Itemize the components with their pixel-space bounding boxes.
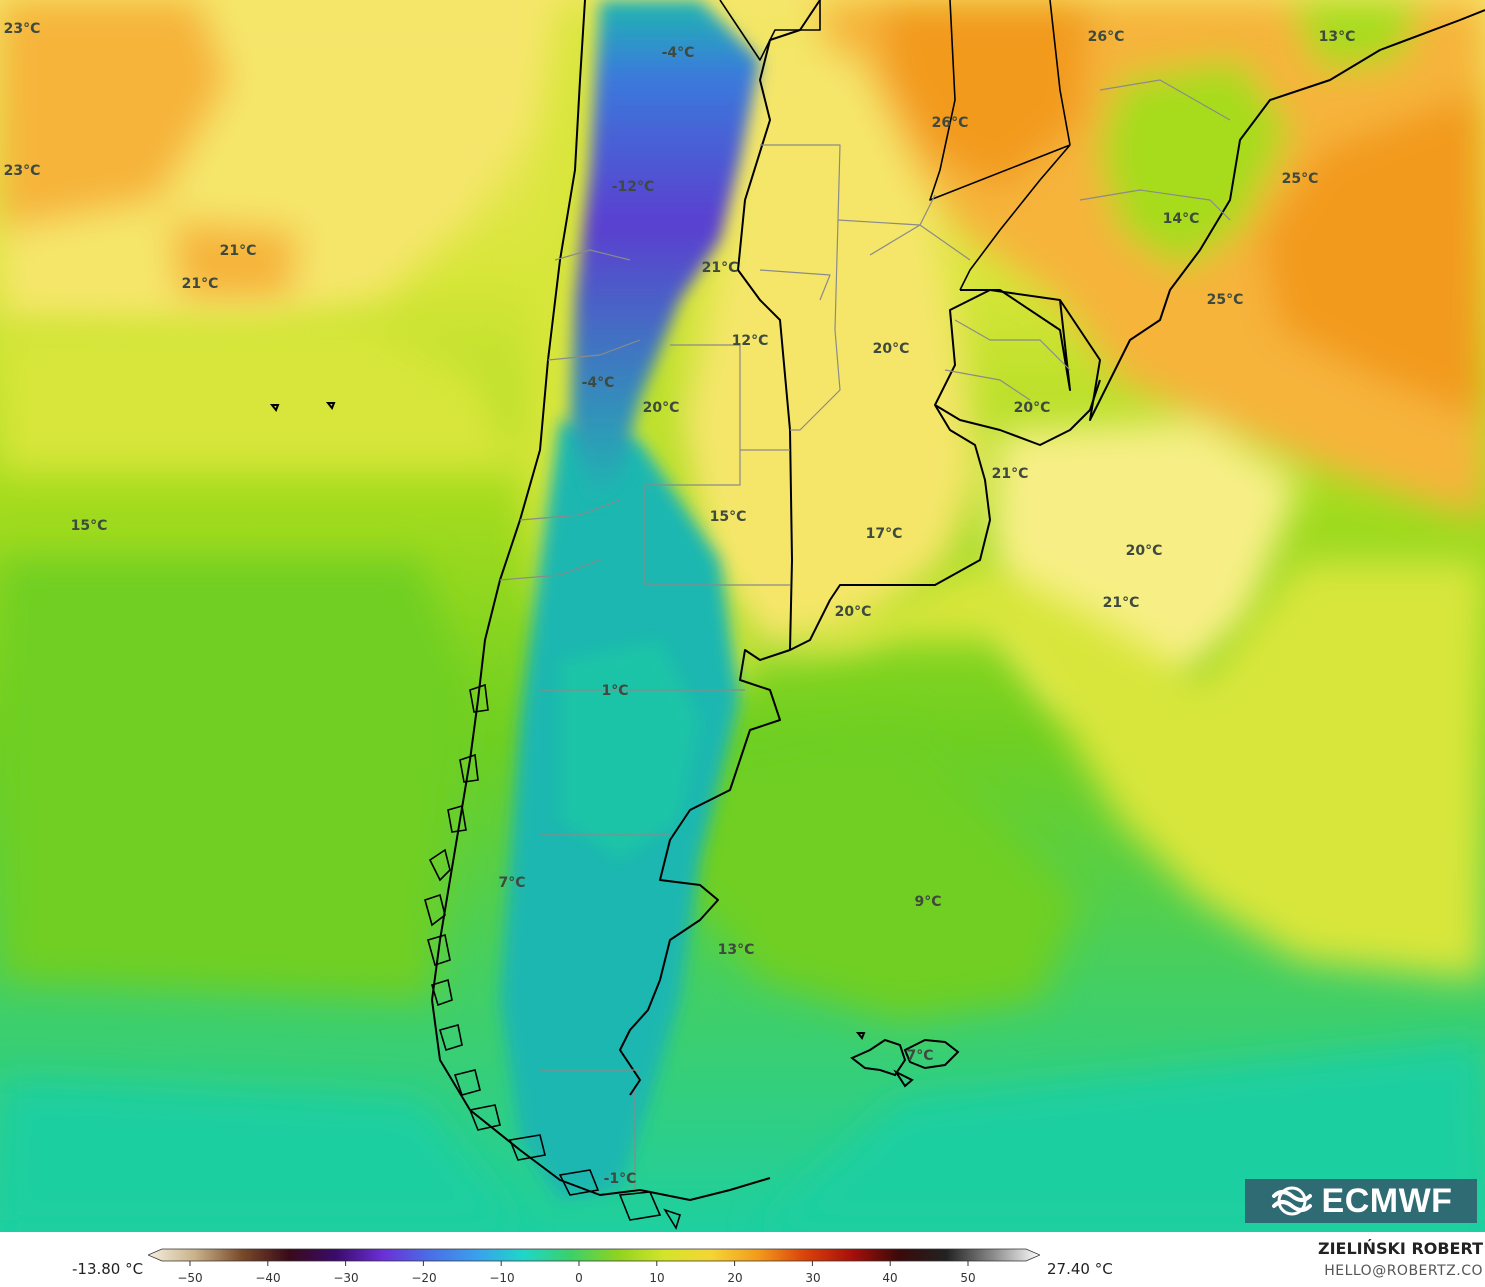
south-america-land	[500, 0, 760, 1200]
chilean-fjord-islands	[424, 683, 681, 1230]
ecmwf-logo: ECMWF	[1245, 1179, 1477, 1223]
colorbar-tick-label: −10	[489, 1271, 515, 1285]
temp-label: -4°C	[581, 375, 615, 391]
colorbar-tick-label: 50	[960, 1271, 976, 1285]
temp-label: 20°C	[1013, 400, 1051, 416]
ecmwf-logo-text: ECMWF	[1321, 1182, 1453, 1220]
temp-label: -12°C	[611, 179, 655, 195]
temp-label: 26°C	[1087, 29, 1125, 45]
author-contact: HELLO@ROBERTZ.CO	[1324, 1263, 1483, 1279]
temp-label: 25°C	[1281, 171, 1319, 187]
legend-max-value: 27.40 °C	[1047, 1260, 1113, 1278]
forecast-map: 23°C 23°C 21°C 21°C 15°C -4°C -12°C 21°C…	[0, 0, 1485, 1232]
temp-label: 15°C	[709, 509, 747, 525]
temp-label: 25°C	[1206, 292, 1244, 308]
temp-label: 23°C	[3, 21, 41, 37]
legend-min-value: -13.80 °C	[72, 1260, 144, 1278]
temp-label: 20°C	[1125, 543, 1163, 559]
temp-label: 20°C	[872, 341, 910, 357]
temp-label: 7°C	[498, 875, 526, 891]
temp-label: 12°C	[731, 333, 769, 349]
falkland-islands	[850, 1038, 960, 1088]
temp-label: 15°C	[70, 518, 108, 534]
temp-label: 21°C	[219, 243, 257, 259]
colorbar-tick-label: 40	[882, 1271, 898, 1285]
temp-label: 13°C	[1318, 29, 1356, 45]
temperature-map-canvas	[0, 0, 1485, 1232]
colorbar-tick-label: −50	[177, 1271, 203, 1285]
temp-label: 20°C	[834, 604, 872, 620]
temp-label: -4°C	[661, 45, 695, 61]
colorbar-tick-label: 0	[575, 1271, 583, 1285]
temp-label: 21°C	[181, 276, 219, 292]
colorbar-ticks	[189, 1261, 969, 1266]
temperature-colorbar	[148, 1248, 1040, 1266]
colorbar-tick-label: −40	[255, 1271, 281, 1285]
colorbar-tick-label: −30	[333, 1271, 359, 1285]
small-islands	[269, 402, 866, 1040]
author-name: ZIELIŃSKI ROBERT	[1317, 1239, 1483, 1258]
temp-label: 17°C	[865, 526, 903, 542]
temp-label: 21°C	[991, 466, 1029, 482]
temp-label: 21°C	[701, 260, 739, 276]
temp-label: 9°C	[914, 894, 942, 910]
colorbar-tick-label: 10	[649, 1271, 665, 1285]
colorbar-tick-label: 30	[805, 1271, 821, 1285]
temp-label: 14°C	[1162, 211, 1200, 227]
colorbar-tick-label: −20	[411, 1271, 437, 1285]
temp-label: -1°C	[603, 1171, 637, 1187]
ecmwf-wave-icon	[1271, 1186, 1312, 1216]
temp-label: 21°C	[1102, 595, 1140, 611]
temp-label: 26°C	[931, 115, 969, 131]
temp-label: 20°C	[642, 400, 680, 416]
coastline-borders	[431, 0, 1485, 1201]
temp-label: 13°C	[717, 942, 755, 958]
temp-label: 23°C	[3, 163, 41, 179]
colorbar-tick-label: 20	[727, 1271, 743, 1285]
temp-label: 1°C	[601, 683, 629, 699]
colorbar-ramp	[148, 1248, 1040, 1262]
temp-label: 7°C	[906, 1048, 934, 1064]
